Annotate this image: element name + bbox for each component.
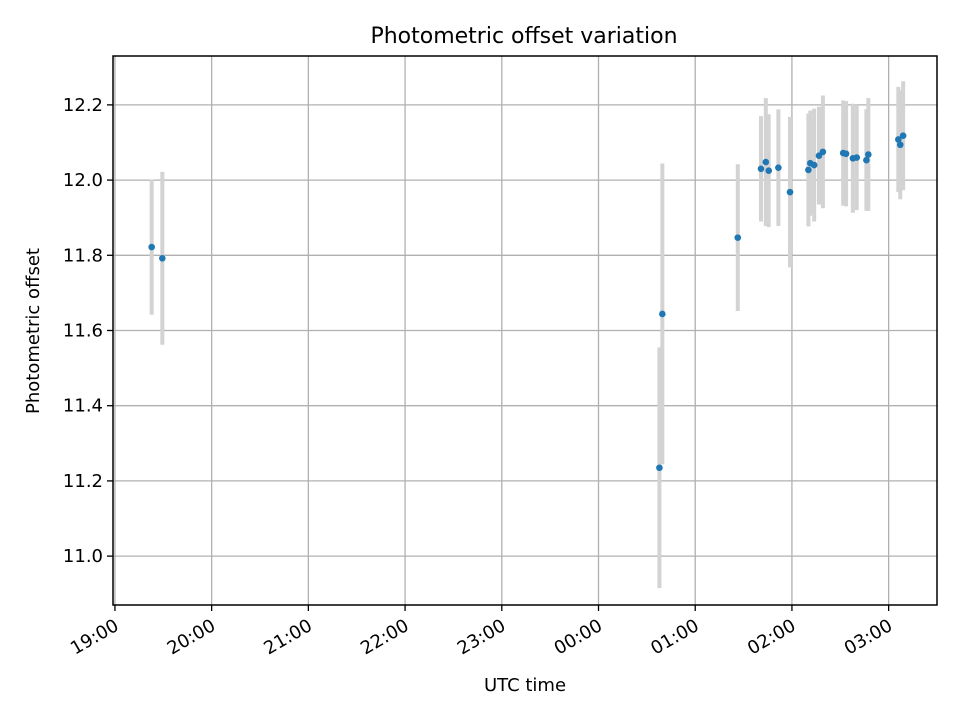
- data-point: [775, 164, 782, 171]
- y-tick-label: 12.0: [63, 170, 103, 191]
- data-point: [148, 243, 155, 251]
- data-point: [762, 158, 770, 166]
- y-tick-label: 11.2: [63, 471, 103, 492]
- data-point: [899, 132, 907, 140]
- data-point: [810, 161, 818, 169]
- data-point: [805, 166, 812, 174]
- data-point: [896, 141, 904, 149]
- data-point: [734, 234, 742, 241]
- y-tick-label: 11.6: [63, 321, 103, 342]
- y-tick-label: 11.0: [63, 546, 103, 567]
- error-bars: [149, 81, 906, 589]
- grid: [113, 56, 937, 605]
- data-point: [865, 151, 872, 158]
- data-point: [786, 188, 794, 196]
- data-point: [842, 150, 850, 158]
- x-tick-label: 21:00: [260, 615, 315, 659]
- data-points: [148, 132, 907, 472]
- x-tick-label: 01:00: [647, 615, 702, 659]
- data-point: [895, 136, 902, 143]
- x-tick-label: 20:00: [164, 615, 219, 659]
- y-tick-label: 12.2: [63, 95, 103, 116]
- y-axis-label: Photometric offset: [23, 248, 44, 414]
- x-axis-label: UTC time: [484, 675, 566, 696]
- data-point: [853, 154, 861, 161]
- data-point: [757, 165, 765, 173]
- x-tick-label: 03:00: [841, 615, 896, 659]
- y-tick-label: 11.8: [63, 245, 103, 266]
- data-point: [656, 464, 663, 472]
- data-point: [765, 167, 773, 174]
- x-tick-label: 00:00: [551, 615, 606, 659]
- x-tick-label: 22:00: [357, 615, 412, 659]
- data-point: [863, 156, 870, 164]
- data-point: [819, 148, 827, 156]
- data-point: [659, 310, 666, 318]
- chart-title: Photometric offset variation: [370, 24, 677, 49]
- x-tick-label: 19:00: [67, 615, 122, 659]
- x-tick-label: 23:00: [454, 615, 509, 659]
- y-tick-label: 11.4: [63, 396, 103, 417]
- x-axis: 19:00 20:00 21:00 22:00 23:00 00:00 01:00 02:00…: [67, 605, 896, 659]
- y-axis: 11.0 11.2 11.4 11.6 11.8 12.0 12.2: [63, 95, 113, 567]
- data-point: [159, 255, 166, 262]
- x-tick-label: 02:00: [744, 615, 799, 659]
